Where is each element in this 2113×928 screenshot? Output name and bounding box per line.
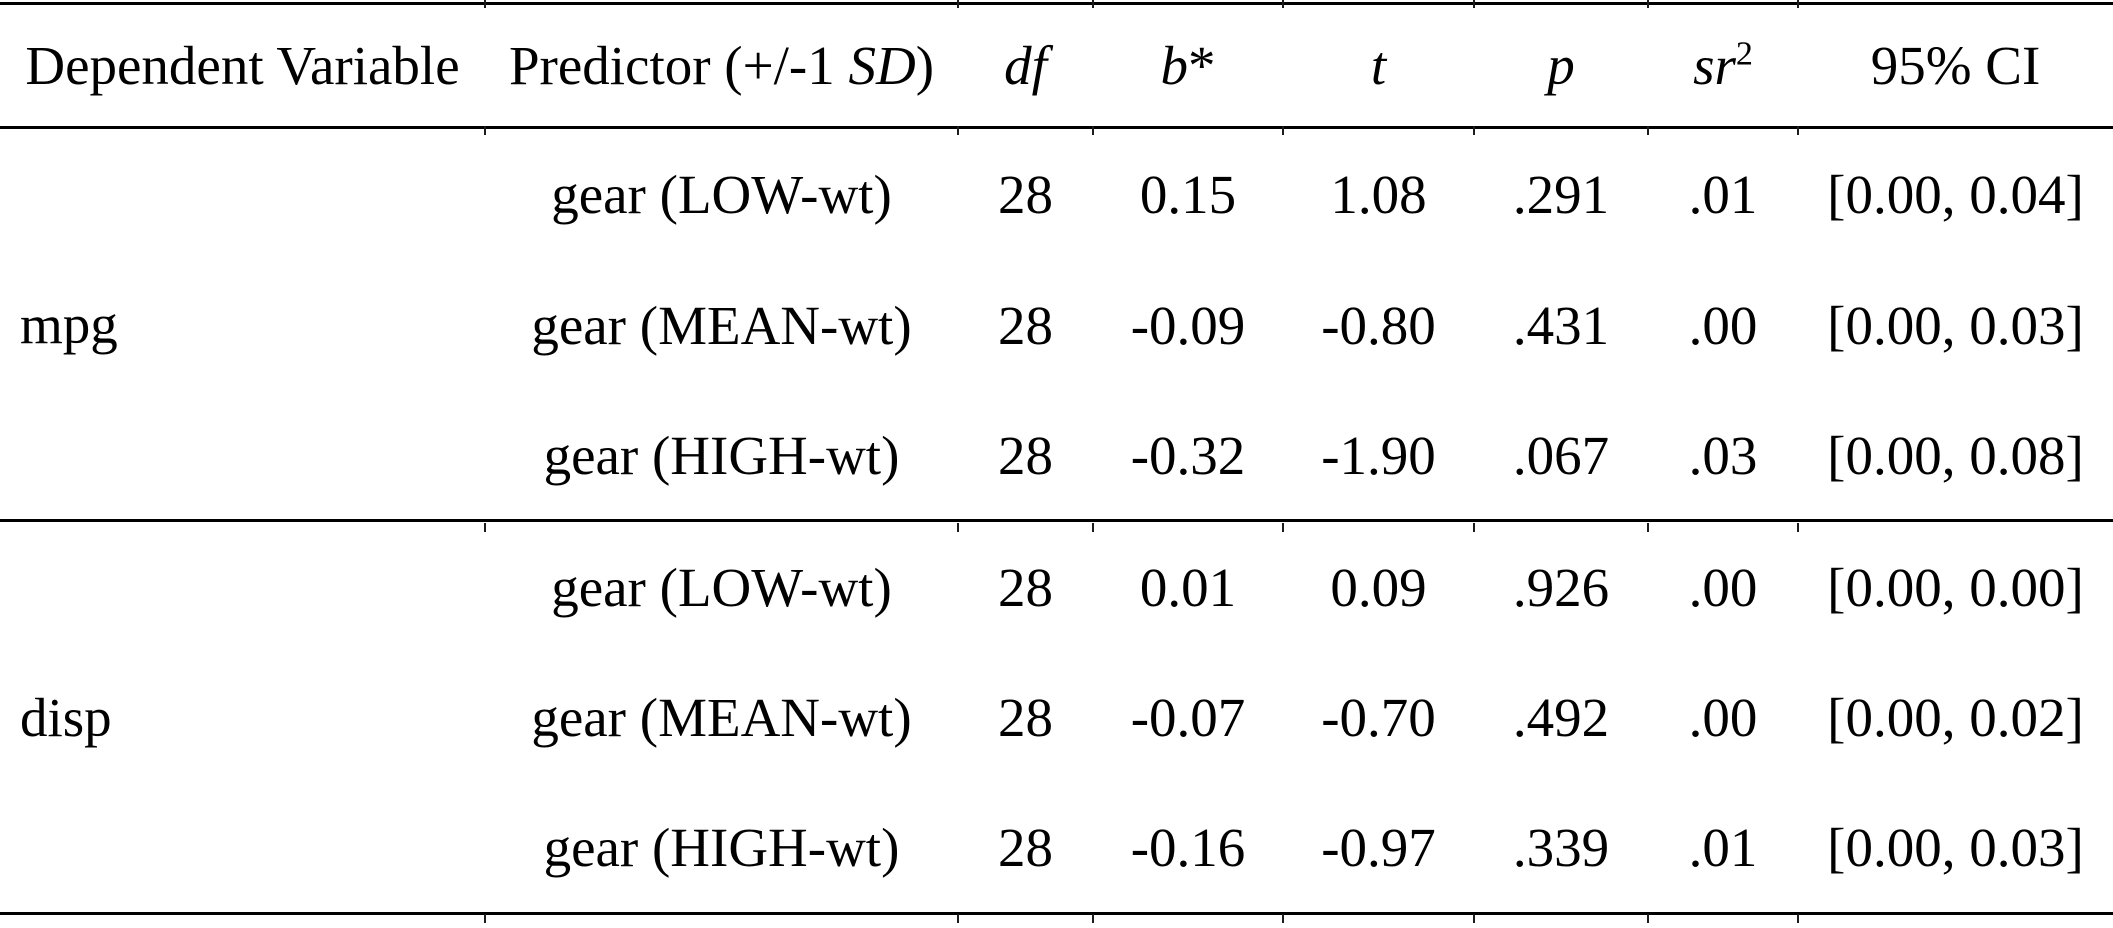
header-predictor-prefix: Predictor (+/-1 [508, 35, 849, 96]
column-boundary-tick [1282, 914, 1284, 923]
row-mpg-gear-high: gear (HIGH-wt) 28 -0.32 -1.90 .067 .03 [… [0, 391, 2113, 522]
header-p: p [1474, 5, 1648, 129]
header-t: t [1283, 5, 1474, 129]
column-boundary-tick [1647, 0, 1649, 8]
column-boundary-tick [1647, 914, 1649, 923]
cell-ci: [0.00, 0.03] [1827, 816, 2084, 878]
cell-b-star: -0.07 [1130, 686, 1246, 748]
cell-b-star: -0.16 [1130, 816, 1246, 878]
cell-df: 28 [998, 556, 1053, 618]
column-boundary-tick [484, 914, 486, 923]
cell-sr2: .00 [1688, 556, 1758, 618]
cell-p: .926 [1512, 556, 1610, 618]
cell-p: .431 [1512, 295, 1610, 356]
header-predictor-suffix: ) [915, 35, 935, 96]
column-boundary-tick [1797, 0, 1799, 8]
cell-sr2: .00 [1688, 686, 1758, 748]
column-boundary-tick [1473, 914, 1475, 923]
cell-p: .492 [1512, 686, 1610, 748]
cell-df: 28 [958, 391, 1093, 522]
cell-predictor: gear (MEAN-wt) [531, 295, 912, 356]
header-sr2: sr2 [1648, 5, 1798, 129]
cell-predictor: gear (HIGH-wt) [485, 391, 958, 522]
header-row: Dependent Variable Predictor (+/-1 SD) d… [0, 5, 2113, 129]
cell-sr2: .01 [1688, 816, 1758, 878]
column-boundary-tick [957, 523, 959, 532]
column-boundary-tick [1797, 523, 1799, 532]
header-ci: 95% CI [1798, 5, 2113, 129]
column-boundary-tick [1797, 126, 1799, 135]
cell-predictor: gear (MEAN-wt) [531, 686, 912, 748]
column-boundary-tick [1092, 126, 1094, 135]
cell-df: 28 [998, 295, 1053, 356]
cell-predictor: gear (LOW-wt) [551, 556, 892, 618]
column-boundary-tick [484, 0, 486, 8]
cell-b-star: -0.32 [1093, 391, 1283, 522]
cell-t: -1.90 [1283, 391, 1474, 522]
column-boundary-tick [1473, 523, 1475, 532]
cell-sr2: .03 [1648, 391, 1798, 522]
column-boundary-tick [1092, 523, 1094, 532]
header-df: df [958, 5, 1093, 129]
column-boundary-tick [957, 0, 959, 8]
row-mpg-gear-mean: gear (MEAN-wt) 28 -0.09 -0.80 .431 .00 [… [0, 260, 2113, 391]
cell-predictor: gear (LOW-wt) [551, 164, 892, 225]
column-boundary-tick [1282, 0, 1284, 8]
column-boundary-tick [1797, 914, 1799, 923]
header-predictor-sd: SD [848, 35, 916, 96]
row-disp-gear-low: disp gear (LOW-wt) 28 0.01 0.09 .926 .00… [0, 522, 2113, 748]
cell-sr2: .00 [1688, 295, 1758, 356]
cell-t: 0.09 [1330, 556, 1427, 618]
cell-dependent-variable-mpg: mpg [0, 129, 485, 522]
cell-predictor: gear (HIGH-wt) [543, 816, 900, 878]
column-boundary-tick [957, 126, 959, 135]
row-mpg-gear-low: mpg gear (LOW-wt) 28 0.15 1.08 .291 .01 … [0, 129, 2113, 522]
cell-ci: [0.00, 0.02] [1827, 686, 2084, 748]
header-predictor: Predictor (+/-1 SD) [485, 5, 958, 129]
column-boundary-tick [1092, 914, 1094, 923]
cell-df: 28 [998, 686, 1053, 748]
cell-ci: [0.00, 0.04] [1827, 164, 2084, 225]
cell-df: 28 [998, 164, 1053, 225]
cell-p: .067 [1474, 391, 1648, 522]
column-boundary-tick [1647, 523, 1649, 532]
row-disp-gear-high: gear (HIGH-wt) 28 -0.16 -0.97 .339 .01 [… [0, 782, 2113, 912]
cell-df: 28 [998, 816, 1053, 878]
column-boundary-tick [1473, 126, 1475, 135]
cell-b-star: -0.09 [1130, 295, 1246, 356]
cell-t: -0.80 [1321, 295, 1436, 356]
cell-t: -0.70 [1321, 686, 1436, 748]
header-dependent-variable: Dependent Variable [0, 5, 485, 129]
cell-p: .291 [1512, 164, 1610, 225]
cell-b-star: 0.01 [1139, 556, 1237, 618]
column-boundary-tick [1282, 523, 1284, 532]
cell-p: .339 [1512, 816, 1610, 878]
cell-b-star: 0.15 [1139, 164, 1237, 225]
column-boundary-tick [1092, 0, 1094, 8]
column-boundary-tick [484, 523, 486, 532]
column-boundary-tick [1282, 126, 1284, 135]
cell-t: -0.97 [1321, 816, 1436, 878]
cell-sr2: .01 [1688, 164, 1758, 225]
cell-ci: [0.00, 0.00] [1827, 556, 2084, 618]
column-boundary-tick [957, 914, 959, 923]
cell-ci: [0.00, 0.03] [1827, 295, 2084, 356]
header-b-star: b* [1093, 5, 1283, 129]
cell-dependent-variable-disp: disp [20, 686, 112, 748]
column-boundary-tick [1473, 0, 1475, 8]
row-disp-gear-mean: gear (MEAN-wt) 28 -0.07 -0.70 .492 .00 [… [0, 652, 2113, 782]
column-boundary-tick [484, 126, 486, 135]
cell-ci: [0.00, 0.08] [1798, 391, 2113, 522]
cell-t: 1.08 [1330, 164, 1427, 225]
column-boundary-tick [1647, 126, 1649, 135]
